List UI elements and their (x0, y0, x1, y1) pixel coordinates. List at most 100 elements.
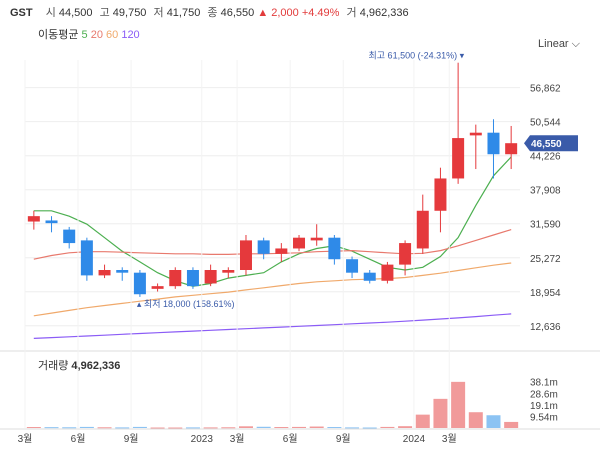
scale-toggle[interactable]: Linear ⌵ (538, 38, 580, 51)
volume-bar[interactable] (468, 412, 483, 428)
volume-tick-label: 9.54m (530, 412, 558, 423)
close-label: 종 (207, 7, 218, 19)
candle-body[interactable] (487, 132, 500, 155)
candle-body[interactable] (293, 237, 306, 249)
low-annotation: ▴ 최저 18,000 (158.61%) (137, 299, 235, 309)
volume-bar[interactable] (486, 415, 501, 428)
volume-bar[interactable] (150, 427, 165, 429)
volume-bar[interactable] (415, 414, 430, 428)
ma-legend-item-5[interactable]: 5 (81, 29, 88, 41)
volume-bar[interactable] (274, 427, 289, 429)
y-tick-label: 44,226 (530, 152, 561, 163)
ma-legend-item-20[interactable]: 20 (87, 29, 103, 41)
candle-body[interactable] (399, 243, 412, 265)
candle-body[interactable] (80, 240, 93, 276)
volume-bar[interactable] (398, 426, 413, 428)
volume-bar[interactable] (185, 427, 200, 429)
open-value: 44,500 (58, 7, 93, 19)
volume-bar[interactable] (97, 427, 112, 429)
candle-body[interactable] (186, 270, 199, 287)
candle-body[interactable] (257, 240, 270, 254)
candle-body[interactable] (133, 272, 146, 295)
x-tick-label: 6월 (283, 433, 298, 445)
candle-body[interactable] (434, 178, 447, 211)
y-tick-label: 12,636 (530, 322, 561, 333)
y-tick-label: 56,862 (530, 84, 561, 95)
volume-bar[interactable] (362, 427, 377, 429)
candle-body[interactable] (363, 272, 376, 281)
candle-body[interactable] (116, 270, 129, 273)
candle-body[interactable] (45, 220, 58, 224)
y-tick-label: 50,544 (530, 118, 561, 129)
candle-body[interactable] (275, 248, 288, 254)
candle-body[interactable] (416, 210, 429, 249)
candle-body[interactable] (63, 229, 76, 244)
x-tick-label: 3월 (442, 433, 457, 445)
x-tick-label: 3월 (18, 433, 33, 445)
candle-body[interactable] (310, 237, 323, 241)
x-tick-label: 3월 (230, 433, 245, 445)
current-price-badge (524, 135, 578, 152)
ticker-symbol: GST (10, 7, 33, 19)
ma-line-20 (33, 229, 512, 260)
volume-bar[interactable] (26, 427, 41, 429)
volume-bar[interactable] (451, 381, 466, 428)
scale-toggle-label: Linear (538, 38, 569, 50)
volume-bar[interactable] (309, 426, 324, 428)
chevron-down-icon: ⌵ (571, 38, 580, 50)
candle-body[interactable] (169, 270, 182, 287)
candle-body[interactable] (346, 259, 359, 273)
volume-bar[interactable] (256, 426, 271, 428)
low-label: 저 (153, 7, 164, 19)
candle-body[interactable] (222, 270, 235, 273)
ma-legend-item-60[interactable]: 60 (102, 29, 119, 41)
x-tick-label: 9월 (124, 433, 139, 445)
volume-bar[interactable] (221, 427, 236, 429)
ma-legend-item-120[interactable]: 120 (118, 29, 140, 41)
volume-bar[interactable] (504, 421, 519, 428)
volume-bar[interactable] (79, 426, 94, 428)
candle-body[interactable] (239, 240, 252, 270)
high-annotation: 최고 61,500 (-24.31%) ▾ (369, 51, 465, 61)
volume-bar[interactable] (132, 426, 147, 428)
moving-average-legend[interactable]: 이동평균 5 20 60 120 (38, 26, 140, 42)
low-value: 41,750 (166, 7, 201, 19)
candle-body[interactable] (381, 264, 394, 281)
volume-label: 거 (346, 7, 357, 19)
candle-body[interactable] (505, 143, 518, 155)
volume-bar[interactable] (433, 398, 448, 428)
volume-tick-label: 38.1m (530, 378, 558, 389)
candle-body[interactable] (328, 237, 341, 260)
volume-tick-label: 28.6m (530, 389, 558, 400)
candle-body[interactable] (204, 270, 217, 284)
volume-bar[interactable] (115, 427, 130, 429)
volume-bar[interactable] (168, 427, 183, 429)
ma-line-120 (33, 313, 512, 339)
volume-bar[interactable] (380, 426, 395, 428)
x-tick-label: 2023 (191, 434, 214, 445)
x-tick-label: 2024 (403, 434, 426, 445)
volume-bar[interactable] (238, 426, 253, 428)
price-header: GST 시 44,500 고 49,750 저 41,750 종 46,550 … (10, 4, 409, 20)
candle-body[interactable] (452, 138, 465, 179)
change-value: ▲ 2,000 +4.49% (257, 7, 340, 19)
volume-bar[interactable] (292, 426, 307, 428)
open-label: 시 (45, 7, 56, 19)
candle-body[interactable] (469, 132, 482, 136)
volume-bar[interactable] (345, 427, 360, 429)
volume-bar[interactable] (44, 427, 59, 429)
y-tick-label: 25,272 (530, 254, 561, 265)
y-tick-label: 37,908 (530, 186, 561, 197)
volume-tick-label: 19.1m (530, 401, 558, 412)
y-tick-label: 18,954 (530, 288, 561, 299)
ma-line-5 (33, 156, 512, 287)
volume-bar[interactable] (62, 427, 77, 429)
ma-legend-label: 이동평균 (38, 29, 79, 41)
volume-bar[interactable] (327, 427, 342, 429)
x-tick-label: 6월 (71, 433, 86, 445)
candle-body[interactable] (27, 216, 40, 222)
candle-body[interactable] (98, 270, 111, 276)
volume-bar[interactable] (203, 427, 218, 429)
candle-body[interactable] (151, 286, 164, 289)
